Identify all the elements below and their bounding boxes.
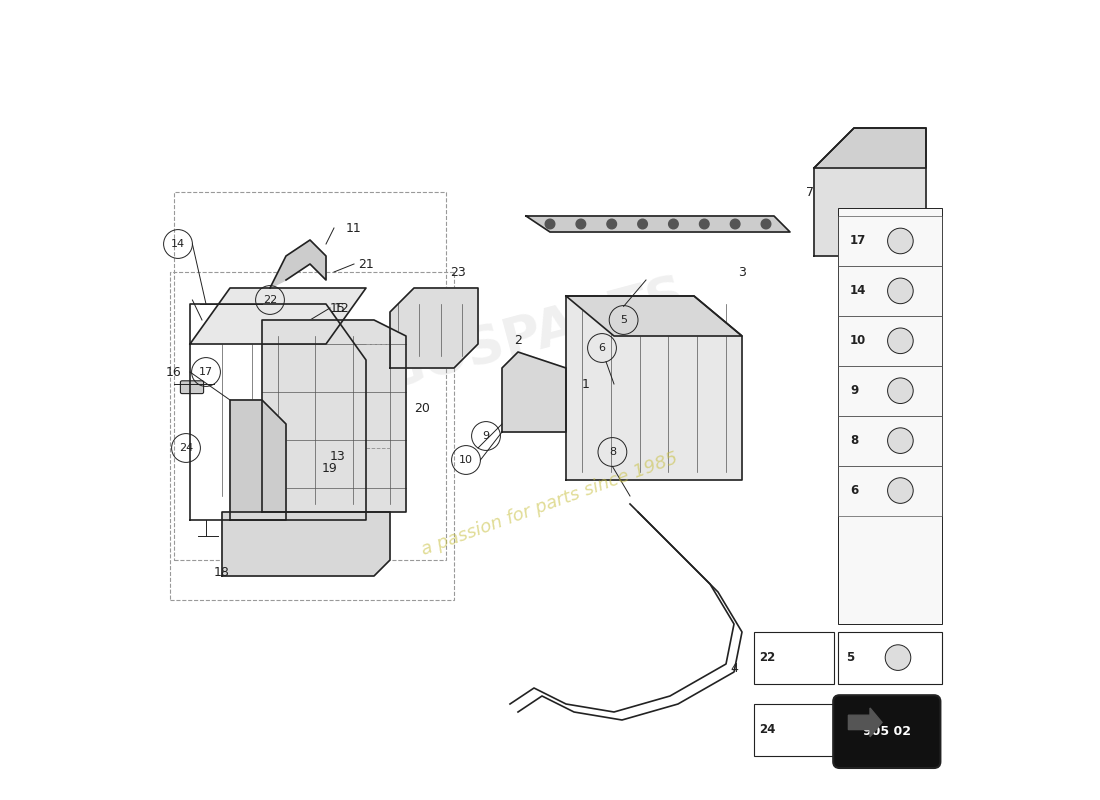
Circle shape bbox=[888, 478, 913, 503]
Circle shape bbox=[638, 219, 648, 229]
Text: 3: 3 bbox=[738, 266, 746, 278]
Text: 14: 14 bbox=[850, 284, 867, 298]
Circle shape bbox=[888, 328, 913, 354]
Text: 24: 24 bbox=[760, 723, 775, 736]
Bar bbox=[838, 366, 942, 416]
Text: 24: 24 bbox=[179, 443, 194, 453]
Polygon shape bbox=[814, 128, 926, 168]
Polygon shape bbox=[190, 288, 366, 344]
Text: 905 02: 905 02 bbox=[862, 725, 911, 738]
Text: 22: 22 bbox=[263, 295, 277, 305]
Text: a passion for parts since 1985: a passion for parts since 1985 bbox=[419, 449, 681, 559]
Polygon shape bbox=[262, 320, 406, 512]
Circle shape bbox=[888, 378, 913, 403]
Polygon shape bbox=[222, 512, 390, 576]
Text: 7: 7 bbox=[806, 186, 814, 198]
Circle shape bbox=[888, 278, 913, 304]
Text: 9: 9 bbox=[850, 384, 858, 398]
Text: 12: 12 bbox=[334, 302, 350, 314]
Text: 23: 23 bbox=[450, 266, 466, 278]
Polygon shape bbox=[526, 216, 790, 232]
Text: 15: 15 bbox=[330, 302, 345, 314]
Circle shape bbox=[607, 219, 616, 229]
Circle shape bbox=[576, 219, 585, 229]
Text: 17: 17 bbox=[199, 367, 213, 377]
Text: 5: 5 bbox=[620, 315, 627, 325]
Polygon shape bbox=[270, 240, 326, 288]
Text: 10: 10 bbox=[850, 334, 867, 347]
Text: 6: 6 bbox=[850, 484, 858, 497]
Text: 14: 14 bbox=[170, 239, 185, 249]
Bar bbox=[838, 632, 942, 684]
Text: 16: 16 bbox=[166, 366, 182, 378]
Bar bbox=[838, 216, 942, 266]
Polygon shape bbox=[814, 128, 926, 256]
Circle shape bbox=[730, 219, 740, 229]
Polygon shape bbox=[848, 708, 882, 737]
Text: 9: 9 bbox=[483, 431, 490, 441]
FancyBboxPatch shape bbox=[180, 381, 204, 394]
Bar bbox=[754, 704, 834, 756]
Bar bbox=[838, 266, 942, 316]
Text: 6: 6 bbox=[598, 343, 605, 353]
Text: 5: 5 bbox=[846, 651, 855, 664]
Text: 11: 11 bbox=[346, 222, 362, 234]
Polygon shape bbox=[566, 296, 742, 480]
Text: GOSPARTS: GOSPARTS bbox=[376, 270, 692, 402]
Bar bbox=[838, 466, 942, 515]
Circle shape bbox=[888, 228, 913, 254]
Circle shape bbox=[761, 219, 771, 229]
Polygon shape bbox=[502, 352, 566, 432]
FancyBboxPatch shape bbox=[833, 695, 940, 768]
Text: 17: 17 bbox=[850, 234, 867, 247]
Circle shape bbox=[546, 219, 554, 229]
Text: 19: 19 bbox=[322, 462, 338, 474]
Circle shape bbox=[700, 219, 710, 229]
Text: 2: 2 bbox=[514, 334, 521, 346]
Circle shape bbox=[886, 645, 911, 670]
Text: 8: 8 bbox=[608, 447, 616, 457]
Text: 8: 8 bbox=[850, 434, 858, 447]
Polygon shape bbox=[390, 288, 478, 368]
Text: 4: 4 bbox=[730, 662, 738, 674]
Bar bbox=[754, 632, 834, 684]
Bar bbox=[838, 208, 942, 624]
Polygon shape bbox=[566, 296, 742, 336]
Polygon shape bbox=[230, 400, 286, 520]
Bar bbox=[838, 416, 942, 466]
Text: 21: 21 bbox=[359, 258, 374, 270]
Circle shape bbox=[888, 428, 913, 454]
Text: 22: 22 bbox=[760, 651, 775, 664]
Text: 1: 1 bbox=[582, 378, 590, 390]
Text: 20: 20 bbox=[414, 402, 430, 414]
Text: 18: 18 bbox=[214, 566, 230, 578]
Bar bbox=[838, 316, 942, 366]
Circle shape bbox=[669, 219, 679, 229]
Text: 13: 13 bbox=[330, 450, 345, 462]
Text: 10: 10 bbox=[459, 455, 473, 465]
